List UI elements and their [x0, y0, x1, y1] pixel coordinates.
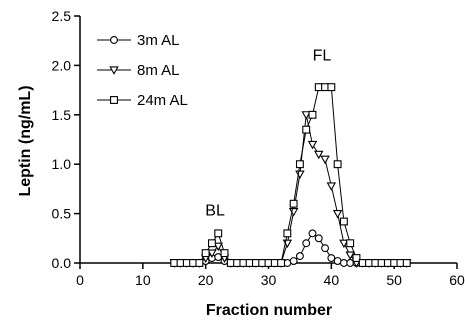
data-point — [283, 229, 292, 238]
data-point — [308, 110, 317, 119]
y-tick-label: 2.5 — [52, 8, 72, 24]
x-tick-label: 40 — [324, 272, 340, 288]
data-point — [339, 239, 349, 249]
annotation-bl: BL — [205, 203, 225, 220]
data-point — [295, 160, 304, 169]
series-24m-al — [170, 83, 411, 267]
data-point — [302, 125, 311, 134]
legend-entry: 8m AL — [97, 62, 180, 79]
annotations: BL FL — [205, 47, 331, 219]
series-8m-al — [169, 111, 412, 268]
data-point — [314, 234, 323, 243]
data-point — [314, 150, 324, 160]
legend-marker — [109, 66, 119, 75]
legend-marker — [110, 96, 118, 104]
data-point — [332, 210, 343, 219]
data-point — [289, 257, 298, 265]
data-point — [327, 254, 336, 263]
y-tick-label: 1.5 — [52, 107, 72, 123]
data-point — [295, 252, 304, 261]
x-tick-label: 10 — [135, 272, 151, 288]
axes — [79, 16, 457, 264]
series-layer — [169, 83, 412, 268]
x-tick-label: 50 — [386, 272, 402, 288]
data-point — [277, 259, 286, 267]
data-point — [213, 242, 223, 252]
legend-label: 8m AL — [137, 62, 180, 79]
data-point — [402, 259, 411, 267]
y-tick-label: 0.5 — [52, 206, 72, 222]
annotation-fl: FL — [313, 47, 332, 64]
data-point — [195, 259, 204, 267]
data-point — [307, 140, 318, 150]
data-point — [208, 239, 216, 248]
legend-entry: 3m AL — [97, 32, 180, 49]
data-point — [220, 249, 229, 258]
legend: 3m AL 8m AL 24m AL — [97, 32, 188, 109]
y-tick-label: 2.0 — [52, 57, 72, 73]
data-point — [308, 229, 317, 238]
data-point — [352, 254, 361, 263]
data-point — [321, 244, 329, 253]
legend-label: 3m AL — [137, 32, 180, 49]
data-point — [207, 249, 217, 259]
y-axis-title: Leptin (ng/mL) — [17, 85, 34, 196]
data-point — [201, 249, 210, 258]
y-tick-label: 0.0 — [52, 255, 72, 271]
data-point — [302, 239, 311, 248]
data-point — [339, 217, 348, 226]
data-point — [320, 155, 330, 165]
x-tick-label: 0 — [76, 272, 84, 288]
data-point — [327, 83, 336, 92]
data-point — [289, 199, 298, 208]
x-axis-title: Fraction number — [206, 302, 332, 319]
legend-marker — [110, 36, 118, 44]
data-point — [295, 170, 305, 180]
y-tick-label: 1.0 — [52, 156, 72, 172]
x-tick-label: 30 — [261, 272, 277, 288]
x-tick-label: 20 — [198, 272, 214, 288]
data-point — [333, 160, 342, 169]
data-point — [326, 182, 337, 191]
x-tick-label: 60 — [449, 272, 465, 288]
legend-entry: 24m AL — [97, 92, 188, 109]
data-point — [345, 251, 355, 261]
data-point — [214, 229, 223, 238]
data-point — [346, 239, 355, 248]
legend-label: 24m AL — [137, 92, 188, 109]
ticks: 0 10 20 30 40 50 60 0.0 0.5 1.0 1.5 2.0 2.5 — [52, 8, 465, 288]
data-point — [301, 111, 311, 120]
